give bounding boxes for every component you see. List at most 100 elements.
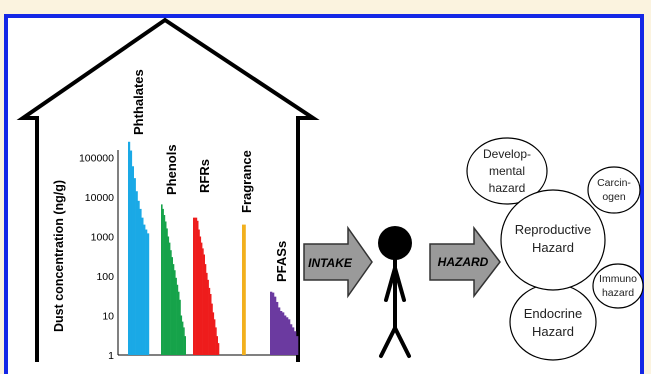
phenols-bar [181,321,184,355]
rfrs-bar [193,217,195,355]
phthalates-bar [145,229,148,355]
intake-arrow-label: INTAKE [308,256,353,270]
pfass-bars [270,291,299,355]
rfrs-bars [193,217,220,355]
pfass-bar [296,336,299,355]
rfrs-bar [216,336,218,355]
person-right-arm [393,266,406,302]
y-tick-label: 1 [108,350,114,362]
carcinogen-line-2: ogen [602,191,626,203]
phthalates-bar [143,224,146,355]
developmental-hazard-line-3: hazard [489,181,526,195]
phthalates-bar [139,208,142,355]
phthalates-bar [141,217,144,355]
phenols-bar [174,270,176,355]
phenols-bar [171,257,173,355]
endocrine-hazard-line-1: Endocrine [524,306,583,321]
group-labels: Phthalates Phenols RFRs Fragrance PFASs [131,69,289,282]
pfass-bar [292,327,295,355]
phenols-bar [166,228,168,355]
phthalates-bar [131,166,134,355]
phenols-bar [167,236,170,355]
pfass-bar [272,292,275,355]
phthalates-bar [129,150,133,355]
rfrs-bar [211,303,213,355]
carcinogen-ellipse [587,166,641,214]
pfass-bar [282,312,285,355]
phenols-bar [161,204,163,355]
reproductive-hazard-line-2: Hazard [532,240,574,255]
phenols-bar [163,215,166,355]
phenols-bar [176,284,179,355]
phenols-bar [175,277,177,355]
endocrine-hazard-ellipse [509,283,597,361]
phenols-bar [180,315,183,355]
y-tick-label: 10 [102,311,114,323]
rfrs-bar [206,272,208,355]
house-outline [16,17,320,362]
y-tick-label: 100000 [79,153,114,165]
person-figure [378,226,412,358]
hazard-arrow [429,225,501,299]
developmental-hazard-line-2: mental [489,164,525,178]
pfass-bar [278,307,281,355]
rfrs-bar [212,312,215,355]
rfrs-bar [203,254,205,355]
reproductive-hazard-line-1: Reproductive [515,222,592,237]
pfass-bar [280,311,283,355]
phthalates-bar [135,191,138,355]
rfrs-bar [209,294,212,355]
rfrs-bar [195,217,198,355]
rfrs-bar [196,220,199,355]
phenols-bar [177,291,180,355]
phenols-bar [168,242,171,355]
phthalates-bar [137,200,140,355]
rfrs-bar [194,217,196,355]
pfass-bar [284,315,287,355]
immuno-hazard-line-2: hazard [602,287,634,299]
y-tick-label: 1000 [91,232,115,244]
y-tick-label: 100 [96,271,114,283]
person-left-leg [379,326,397,358]
phenols-bar [179,299,181,355]
rfrs-bar [202,248,204,355]
pfass-bar [286,317,289,355]
carcinogen-line-1: Carcin- [597,177,631,189]
fragrance-bars [242,224,246,355]
person-head [378,226,412,260]
phthalates-bars [128,141,150,355]
phenols-bar [170,250,172,355]
pfass-bar [270,291,273,355]
rfrs-bar [200,242,203,355]
phenols-bar [162,208,164,355]
fragrance-bar [242,224,246,355]
rfrs-label: RFRs [197,159,212,193]
reproductive-hazard-ellipse [500,189,606,291]
rfrs-bar [207,279,209,355]
rfrs-bar [199,236,202,355]
developmental-hazard-line-1: Develop- [483,147,531,161]
bar-groups [128,141,299,355]
immuno-hazard-ellipse [592,263,644,309]
phenols-bar [184,336,186,355]
y-tick-label: 10000 [85,192,114,204]
pfass-label: PFASs [274,241,289,282]
phthalates-bar [133,178,136,355]
phthalates-bar [128,141,131,355]
y-tick-labels: 100000 10000 1000 100 10 1 [79,153,114,363]
endocrine-hazard-line-2: Hazard [532,324,574,339]
intake-arrow [303,225,373,299]
phenols-bars [161,204,186,355]
rfrs-bar [204,264,207,355]
pfass-bar [274,296,277,355]
phthalates-label: Phthalates [131,69,146,135]
fragrance-label: Fragrance [239,150,254,213]
pfass-bar [276,301,279,355]
phenols-bar [172,264,175,355]
rfrs-bar [217,343,220,355]
rfrs-bar [215,327,217,355]
phenols-bar [164,221,167,355]
developmental-hazard-ellipse [466,137,548,205]
hazard-arrow-label: HAZARD [438,255,489,269]
